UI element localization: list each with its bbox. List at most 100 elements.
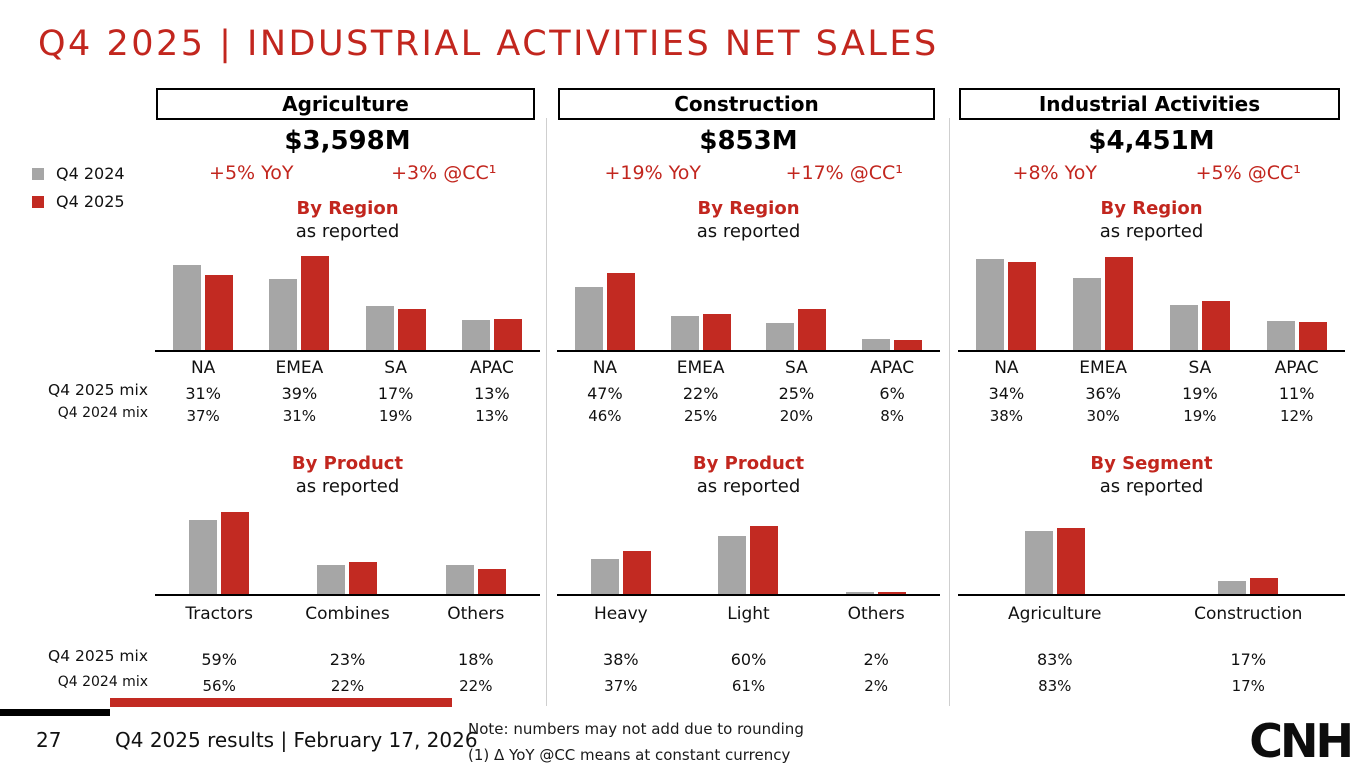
- mix-value: 8%: [880, 407, 905, 425]
- chart-title: By Region: [1100, 198, 1203, 219]
- mix-value: 38%: [989, 407, 1024, 425]
- mix-value: 2%: [864, 677, 889, 695]
- bar-q4-2024: [445, 565, 474, 594]
- panel-growth-row: +5% YoY +3% @CC¹: [155, 162, 540, 184]
- bar-q4-2024: [317, 565, 346, 594]
- bar-group-emea: [653, 271, 749, 350]
- bar-group-apac: [1248, 255, 1345, 350]
- bar-q4-2024: [189, 520, 218, 594]
- bar-group-na: [958, 255, 1055, 350]
- bar-q4-2025: [301, 256, 330, 350]
- bar-q4-2024: [976, 259, 1005, 350]
- category-label: EMEA: [1079, 358, 1128, 378]
- bar-q4-2025: [1201, 301, 1230, 350]
- panel-header-agriculture: Agriculture: [156, 88, 535, 120]
- mix-value: 34%: [988, 384, 1025, 403]
- bar-group-apac: [444, 254, 540, 350]
- mix-row-2024: 56% 22% 22%: [155, 677, 540, 695]
- chart-title: By Product: [291, 453, 404, 474]
- mix-row-2025: 34% 36% 19% 11%: [958, 384, 1345, 403]
- bar-q4-2025: [606, 273, 635, 350]
- mix-value: 20%: [779, 407, 814, 425]
- chart-agriculture-by-region: By Region as reported NA EMEA SA APAC 31% 39% 17…: [155, 198, 540, 443]
- mix-value: 46%: [588, 407, 622, 425]
- category-labels: NA EMEA SA APAC: [155, 358, 540, 378]
- bar-q4-2025: [397, 309, 426, 350]
- panel-header-construction: Construction: [558, 88, 935, 120]
- panel-growth-row: +19% YoY +17% @CC¹: [557, 162, 940, 184]
- mix-value: 36%: [1085, 384, 1121, 403]
- bar-q4-2024: [766, 323, 795, 350]
- bar-plot-area: [155, 510, 540, 596]
- bar-q4-2024: [590, 559, 619, 594]
- mix-value: 22%: [330, 677, 365, 695]
- mix-value: 19%: [1182, 384, 1218, 403]
- bar-group-agriculture: [958, 526, 1152, 594]
- mix-value: 17%: [377, 384, 414, 403]
- bar-q4-2024: [670, 316, 699, 350]
- chart-construction-by-product: By Product as reported Heavy Light Others 38%…: [557, 453, 940, 713]
- bar-group-heavy: [557, 524, 685, 594]
- category-labels: Tractors Combines Others: [155, 604, 540, 624]
- bar-q4-2025: [205, 275, 234, 350]
- chart-construction-by-region: By Region as reported NA EMEA SA APAC 47% 22% 25…: [557, 198, 940, 443]
- mix-row-2025: 83% 17%: [958, 650, 1345, 669]
- cc-growth: +5% @CC¹: [1195, 162, 1301, 184]
- chart-title: By Region: [296, 198, 399, 219]
- mix-row-2024: 83% 17%: [958, 677, 1345, 695]
- chart-title: By Segment: [1090, 453, 1213, 474]
- mix-value: 13%: [474, 384, 510, 403]
- bar-q4-2024: [269, 279, 298, 350]
- footnotes: Note: numbers may not add due to roundin…: [468, 716, 804, 768]
- bar-q4-2025: [349, 562, 378, 594]
- mix-value: 30%: [1086, 407, 1120, 425]
- legend-row: Q4 2024: [32, 164, 125, 183]
- mix-value: 83%: [1036, 650, 1073, 669]
- mix-row-2024: 38% 30% 19% 12%: [958, 407, 1345, 425]
- bar-group-na: [155, 254, 251, 350]
- category-label: Others: [447, 604, 505, 624]
- mix-value: 18%: [458, 650, 494, 669]
- mix-value: 47%: [587, 384, 623, 403]
- yoy-growth: +8% YoY: [1012, 162, 1097, 184]
- panel-divider: [949, 118, 950, 706]
- mix-row-2024: 37% 31% 19% 13%: [155, 407, 540, 425]
- bar-q4-2025: [622, 551, 651, 594]
- mix-row-2024: 37% 61% 2%: [557, 677, 940, 695]
- bar-q4-2025: [702, 314, 731, 350]
- bar-group-emea: [1055, 255, 1152, 350]
- bar-q4-2025: [798, 309, 827, 350]
- panel-agriculture: Agriculture $3,598M +5% YoY +3% @CC¹ By …: [155, 88, 540, 748]
- mix-label-2024-bottom: Q4 2024 mix: [57, 674, 148, 690]
- bar-group-tractors: [155, 510, 283, 594]
- legend-swatch-icon: [32, 195, 44, 208]
- mix-value: 13%: [475, 407, 509, 425]
- category-label: Heavy: [593, 604, 648, 624]
- page-number: 27: [36, 728, 62, 752]
- category-labels: Heavy Light Others: [557, 604, 940, 624]
- panel-growth-row: +8% YoY +5% @CC¹: [958, 162, 1345, 184]
- chart-legend: Q4 2024 Q4 2025: [32, 164, 125, 220]
- bar-q4-2025: [1008, 262, 1037, 350]
- mix-label-2025-top: Q4 2025 mix: [48, 381, 148, 399]
- footnote-rounding: Note: numbers may not add due to roundin…: [468, 720, 804, 738]
- cc-growth: +17% @CC¹: [785, 162, 903, 184]
- chart-subtitle: as reported: [696, 221, 801, 242]
- bar-q4-2024: [1266, 321, 1295, 350]
- panel-construction: Construction $853M +19% YoY +17% @CC¹ By…: [557, 88, 940, 748]
- mix-value: 6%: [879, 384, 905, 403]
- mix-value: 37%: [604, 677, 638, 695]
- yoy-growth: +5% YoY: [209, 162, 294, 184]
- mix-value: 25%: [778, 384, 815, 403]
- bar-q4-2024: [1024, 531, 1053, 594]
- panel-total: $3,598M: [284, 126, 411, 156]
- bar-q4-2025: [750, 526, 779, 594]
- category-label: SA: [785, 358, 808, 378]
- mix-value: 61%: [731, 677, 766, 695]
- chart-subtitle: as reported: [295, 476, 400, 497]
- legend-row: Q4 2025: [32, 192, 125, 211]
- bar-group-sa: [1152, 255, 1249, 350]
- bar-q4-2025: [477, 569, 506, 594]
- bar-q4-2025: [1298, 322, 1327, 350]
- category-label: Light: [727, 604, 770, 624]
